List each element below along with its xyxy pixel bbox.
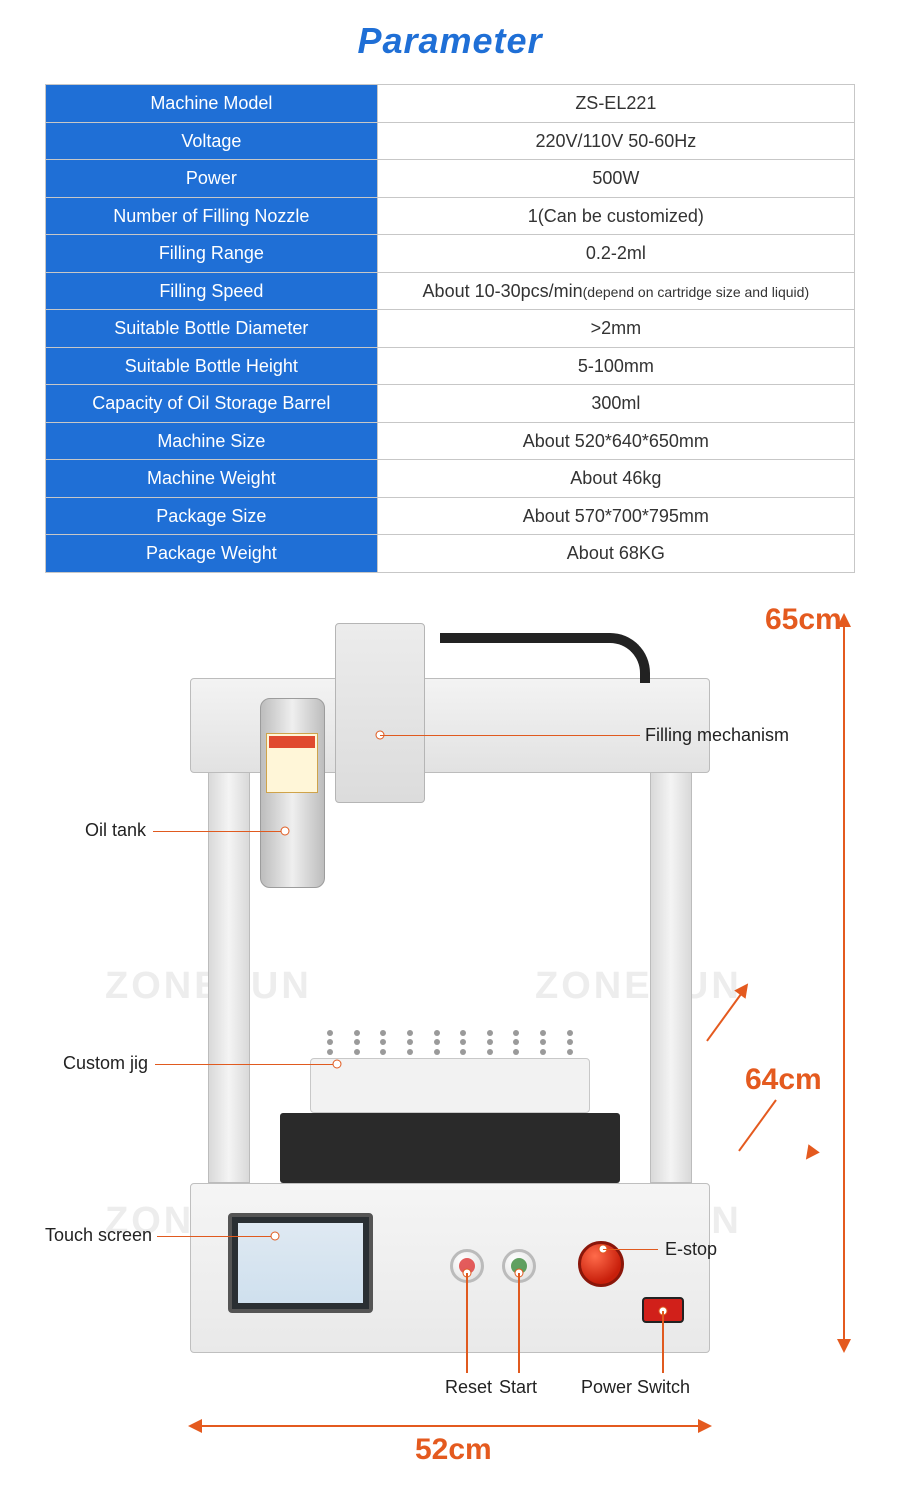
touch-screen[interactable] bbox=[228, 1213, 373, 1313]
param-value: 220V/110V 50-60Hz bbox=[377, 122, 854, 160]
parameter-table: Machine ModelZS-EL221Voltage220V/110V 50… bbox=[45, 84, 855, 573]
dim-height: 65cm bbox=[765, 603, 842, 637]
label-e-stop: E-stop bbox=[665, 1239, 717, 1260]
param-value: About 68KG bbox=[377, 535, 854, 573]
label-power-switch: Power Switch bbox=[581, 1377, 690, 1398]
label-custom-jig: Custom jig bbox=[63, 1053, 148, 1074]
param-key: Filling Range bbox=[46, 235, 378, 273]
param-key: Suitable Bottle Diameter bbox=[46, 310, 378, 348]
param-key: Filling Speed bbox=[46, 272, 378, 310]
machine-illustration bbox=[190, 623, 710, 1353]
dim-depth: 64cm bbox=[745, 1063, 822, 1097]
param-value: 500W bbox=[377, 160, 854, 198]
param-value: About 570*700*795mm bbox=[377, 497, 854, 535]
dim-width: 52cm bbox=[415, 1433, 492, 1467]
label-reset: Reset bbox=[445, 1377, 492, 1398]
oil-tank-cylinder bbox=[260, 698, 325, 888]
param-value: >2mm bbox=[377, 310, 854, 348]
param-key: Number of Filling Nozzle bbox=[46, 197, 378, 235]
label-filling-mechanism: Filling mechanism bbox=[645, 725, 789, 746]
param-key: Package Weight bbox=[46, 535, 378, 573]
param-value: 5-100mm bbox=[377, 347, 854, 385]
param-value: About 520*640*650mm bbox=[377, 422, 854, 460]
param-key: Capacity of Oil Storage Barrel bbox=[46, 385, 378, 423]
cable-chain bbox=[440, 633, 650, 683]
param-value: ZS-EL221 bbox=[377, 85, 854, 123]
param-value: 300ml bbox=[377, 385, 854, 423]
param-value: 0.2-2ml bbox=[377, 235, 854, 273]
param-value: 1(Can be customized) bbox=[377, 197, 854, 235]
param-key: Machine Weight bbox=[46, 460, 378, 498]
page-title: Parameter bbox=[45, 20, 855, 62]
label-oil-tank: Oil tank bbox=[85, 820, 146, 841]
label-start: Start bbox=[499, 1377, 537, 1398]
param-key: Suitable Bottle Height bbox=[46, 347, 378, 385]
param-key: Machine Model bbox=[46, 85, 378, 123]
filling-head bbox=[335, 623, 425, 803]
param-value: About 46kg bbox=[377, 460, 854, 498]
param-key: Package Size bbox=[46, 497, 378, 535]
param-key: Power bbox=[46, 160, 378, 198]
machine-diagram: ZONESUN ZONESUN ZONESUN ZONESUN bbox=[45, 595, 855, 1465]
param-value: About 10-30pcs/min(depend on cartridge s… bbox=[377, 272, 854, 310]
param-key: Voltage bbox=[46, 122, 378, 160]
param-key: Machine Size bbox=[46, 422, 378, 460]
label-touch-screen: Touch screen bbox=[45, 1225, 152, 1246]
